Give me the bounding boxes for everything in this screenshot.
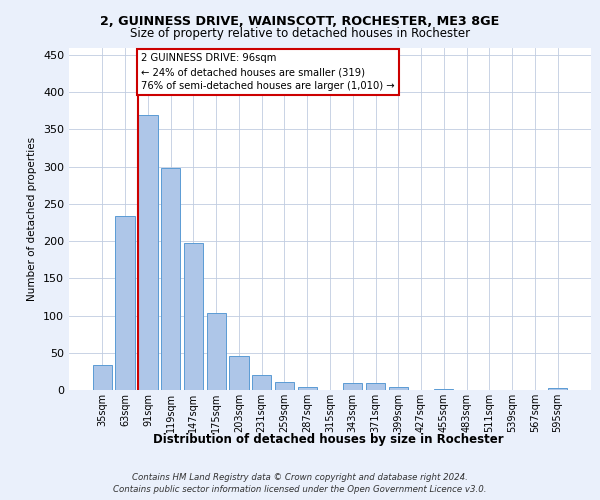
Text: Distribution of detached houses by size in Rochester: Distribution of detached houses by size … <box>154 432 504 446</box>
Bar <box>343 384 362 390</box>
Text: Contains public sector information licensed under the Open Government Licence v3: Contains public sector information licen… <box>113 485 487 494</box>
Bar <box>161 168 181 390</box>
Bar <box>548 388 567 390</box>
Bar <box>206 312 226 390</box>
Bar <box>184 242 203 390</box>
Text: 2, GUINNESS DRIVE, WAINSCOTT, ROCHESTER, ME3 8GE: 2, GUINNESS DRIVE, WAINSCOTT, ROCHESTER,… <box>100 15 500 28</box>
Text: 2 GUINNESS DRIVE: 96sqm
← 24% of detached houses are smaller (319)
76% of semi-d: 2 GUINNESS DRIVE: 96sqm ← 24% of detache… <box>141 54 395 92</box>
Text: Contains HM Land Registry data © Crown copyright and database right 2024.: Contains HM Land Registry data © Crown c… <box>132 472 468 482</box>
Bar <box>229 356 248 390</box>
Bar <box>434 388 454 390</box>
Bar <box>366 384 385 390</box>
Bar <box>138 114 158 390</box>
Bar <box>115 216 135 390</box>
Bar <box>93 366 112 390</box>
Bar <box>298 387 317 390</box>
Y-axis label: Number of detached properties: Number of detached properties <box>28 136 37 301</box>
Text: Size of property relative to detached houses in Rochester: Size of property relative to detached ho… <box>130 28 470 40</box>
Bar <box>252 375 271 390</box>
Bar <box>389 387 408 390</box>
Bar <box>275 382 294 390</box>
